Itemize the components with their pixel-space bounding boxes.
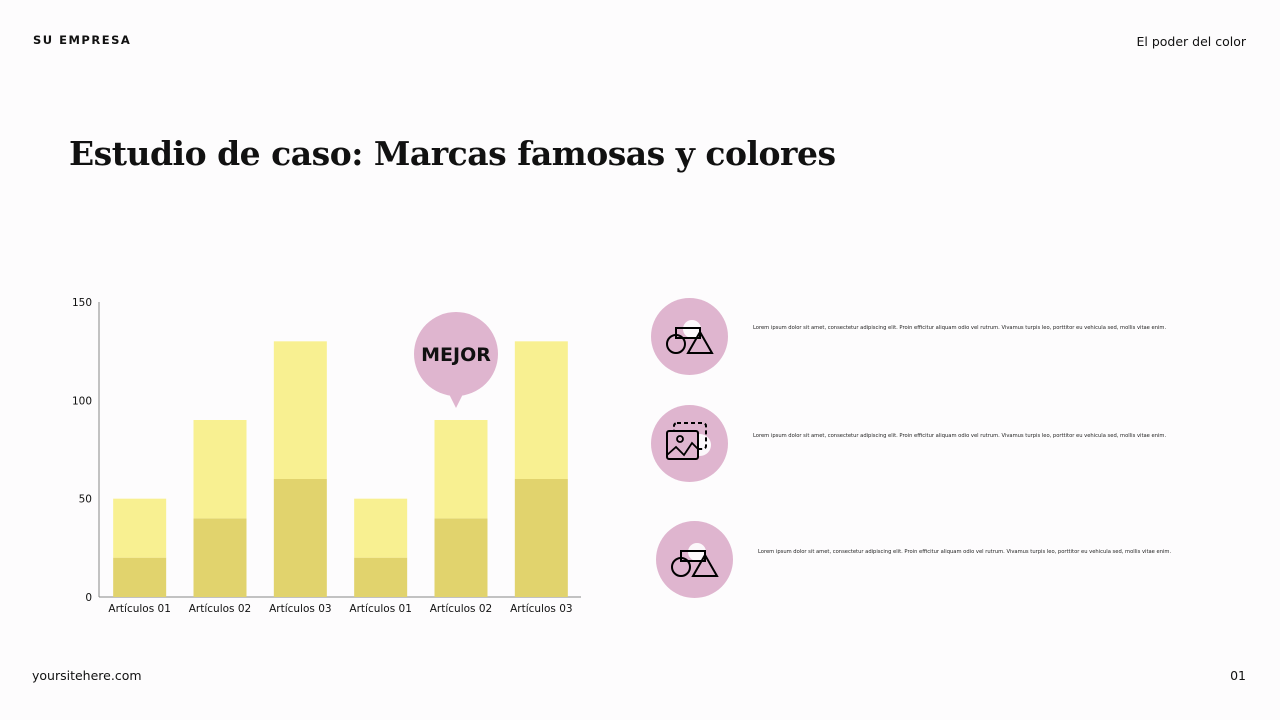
bar-segment-series-1 (273, 479, 327, 597)
y-tick-label: 0 (85, 592, 92, 604)
page-number: 01 (1230, 668, 1246, 683)
feature-item-3 (656, 521, 733, 598)
feature-item-2 (651, 405, 728, 482)
feature-circle (651, 298, 728, 375)
bar-segment-series-1 (354, 557, 408, 597)
feature-item-1 (651, 298, 728, 375)
feature-text-2: Lorem ipsum dolor sit amet, consectetur … (753, 433, 1167, 439)
bar-segment-series-2 (193, 420, 247, 519)
x-tick-label: Artículos 01 (108, 603, 170, 615)
bar-segment-series-2 (273, 341, 327, 479)
x-tick-label: Artículos 01 (349, 603, 411, 615)
slide-topic: El poder del color (1136, 34, 1246, 49)
website-link[interactable]: yoursitehere.com (32, 668, 142, 683)
callout-bubble (414, 312, 498, 396)
shapes-icon (671, 543, 719, 577)
callout-label: MEJOR (421, 344, 491, 366)
x-tick-label: Artículos 03 (510, 603, 572, 615)
x-tick-label: Artículos 03 (269, 603, 331, 615)
slide-title: Estudio de caso: Marcas famosas y colore… (69, 134, 836, 173)
callout-pointer (448, 392, 464, 408)
bar-segment-series-2 (434, 420, 488, 519)
bar-segment-series-1 (514, 479, 568, 597)
bar-segment-series-2 (113, 498, 167, 558)
feature-circle (651, 405, 728, 482)
stacked-bar-chart: 0 50 100 150 Artículos 01 Artículos 02 Artícul… (72, 297, 581, 615)
bar-segment-series-2 (514, 341, 568, 479)
bar-segment-series-1 (193, 518, 247, 597)
shapes-icon (666, 320, 714, 354)
y-tick-label: 50 (79, 494, 92, 506)
bar-segment-series-1 (113, 557, 167, 597)
feature-text-3: Lorem ipsum dolor sit amet, consectetur … (758, 549, 1172, 555)
y-tick-label: 150 (72, 297, 92, 309)
y-tick-label: 100 (72, 395, 92, 407)
x-tick-label: Artículos 02 (430, 603, 492, 615)
feature-text-1: Lorem ipsum dolor sit amet, consectetur … (753, 325, 1167, 331)
feature-circle (656, 521, 733, 598)
company-name: SU EMPRESA (33, 33, 132, 47)
bar-segment-series-2 (354, 498, 408, 558)
x-tick-label: Artículos 02 (189, 603, 251, 615)
image-placeholder-icon (666, 422, 711, 460)
bar-segment-series-1 (434, 518, 488, 597)
